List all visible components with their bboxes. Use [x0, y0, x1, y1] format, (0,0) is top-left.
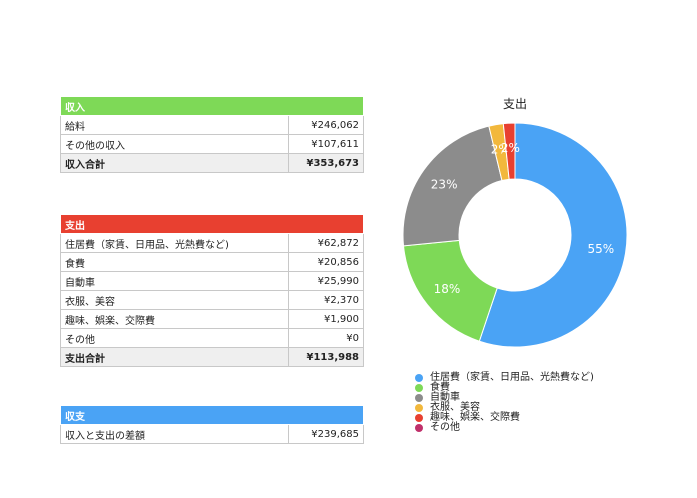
expense-total-label[interactable]: 支出合計 [60, 347, 289, 367]
income-label-salary[interactable]: 給料 [60, 115, 289, 135]
legend-label: 自動車 [430, 392, 460, 403]
legend-label: 住居費（家賃、日用品、光熱費など) [430, 372, 594, 383]
balance-value-difference[interactable]: ¥239,685 [288, 424, 364, 444]
income-value-salary[interactable]: ¥246,062 [288, 115, 364, 135]
expense-table: 支出 住居費（家賃、日用品、光熱費など) ¥62,872 食費 ¥20,856 … [60, 214, 364, 367]
balance-header[interactable]: 収支 [60, 405, 364, 425]
slice-label: 2% [501, 141, 520, 155]
donut-slice[interactable] [402, 125, 503, 247]
table-row: 住居費（家賃、日用品、光熱費など) ¥62,872 [60, 233, 364, 253]
expense-total-value[interactable]: ¥113,988 [288, 347, 364, 367]
donut-chart[interactable]: 55% 18% 23% 2%2% [395, 115, 635, 355]
chart-legend: 住居費（家賃、日用品、光熱費など) 食費 自動車 衣服、美容 趣味、娯楽、交際費 その他 [415, 373, 594, 433]
expense-total-row: 支出合計 ¥113,988 [60, 347, 364, 367]
legend-item[interactable]: その他 [415, 423, 594, 433]
legend-item[interactable]: 自動車 [415, 393, 594, 403]
table-row: その他の収入 ¥107,611 [60, 134, 364, 154]
expense-value-hobby[interactable]: ¥1,900 [288, 309, 364, 329]
expense-label-food[interactable]: 食費 [60, 252, 289, 272]
expense-header-row: 支出 [60, 214, 364, 234]
legend-swatch [415, 414, 423, 422]
legend-label: その他 [430, 422, 460, 433]
balance-table: 収支 収入と支出の差額 ¥239,685 [60, 405, 364, 444]
expense-value-other[interactable]: ¥0 [288, 328, 364, 348]
expense-value-car[interactable]: ¥25,990 [288, 271, 364, 291]
balance-header-row: 収支 [60, 405, 364, 425]
legend-item[interactable]: 衣服、美容 [415, 403, 594, 413]
table-row: 衣服、美容 ¥2,370 [60, 290, 364, 310]
legend-swatch [415, 424, 423, 432]
legend-swatch [415, 404, 423, 412]
expense-label-car[interactable]: 自動車 [60, 271, 289, 291]
table-row: その他 ¥0 [60, 328, 364, 348]
legend-item[interactable]: 住居費（家賃、日用品、光熱費など) [415, 373, 594, 383]
table-row: 自動車 ¥25,990 [60, 271, 364, 291]
income-header[interactable]: 収入 [60, 96, 364, 116]
expense-value-food[interactable]: ¥20,856 [288, 252, 364, 272]
legend-label: 衣服、美容 [430, 402, 480, 413]
legend-label: 趣味、娯楽、交際費 [430, 412, 520, 423]
expense-value-housing[interactable]: ¥62,872 [288, 233, 364, 253]
income-label-other[interactable]: その他の収入 [60, 134, 289, 154]
table-row: 給料 ¥246,062 [60, 115, 364, 135]
income-total-row: 収入合計 ¥353,673 [60, 153, 364, 173]
expense-label-other[interactable]: その他 [60, 328, 289, 348]
income-total-value[interactable]: ¥353,673 [288, 153, 364, 173]
donut-slice[interactable] [502, 122, 516, 180]
chart-title: 支出 [502, 97, 527, 111]
income-table: 収入 給料 ¥246,062 その他の収入 ¥107,611 収入合計 ¥353… [60, 96, 364, 173]
expense-label-housing[interactable]: 住居費（家賃、日用品、光熱費など) [60, 233, 289, 253]
slice-label: 2% [491, 142, 510, 156]
table-row: 食費 ¥20,856 [60, 252, 364, 272]
legend-label: 食費 [430, 382, 450, 393]
donut-slice[interactable] [478, 122, 628, 348]
income-header-row: 収入 [60, 96, 364, 116]
expense-label-clothing[interactable]: 衣服、美容 [60, 290, 289, 310]
slice-label: 23% [431, 178, 458, 192]
slice-label: 18% [434, 282, 461, 296]
legend-swatch [415, 394, 423, 402]
expense-value-clothing[interactable]: ¥2,370 [288, 290, 364, 310]
balance-label-difference[interactable]: 収入と支出の差額 [60, 424, 289, 444]
income-value-other[interactable]: ¥107,611 [288, 134, 364, 154]
table-row: 収入と支出の差額 ¥239,685 [60, 424, 364, 444]
legend-swatch [415, 384, 423, 392]
expense-label-hobby[interactable]: 趣味、娯楽、交際費 [60, 309, 289, 329]
expense-chart[interactable]: 支出 55% 18% 23% 2% 2% 住居費（家賃、日用品、光熱費など) 食費 自動車衣… [395, 90, 645, 450]
income-total-label[interactable]: 収入合計 [60, 153, 289, 173]
legend-swatch [415, 374, 423, 382]
expense-header[interactable]: 支出 [60, 214, 364, 234]
legend-item[interactable]: 趣味、娯楽、交際費 [415, 413, 594, 423]
table-row: 趣味、娯楽、交際費 ¥1,900 [60, 309, 364, 329]
slice-label: 55% [588, 242, 615, 256]
legend-item[interactable]: 食費 [415, 383, 594, 393]
